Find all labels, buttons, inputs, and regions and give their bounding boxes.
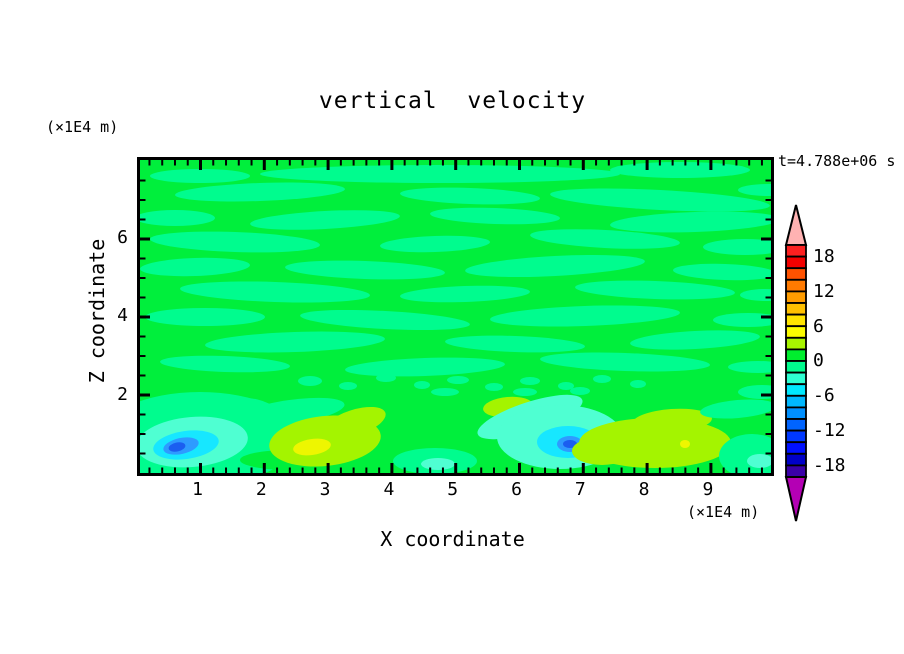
contour-region	[513, 388, 537, 396]
x-axis-unit-label: (×1E4 m)	[687, 503, 759, 521]
y-tick-label: 6	[100, 227, 128, 248]
colorbar-tick-label: 12	[813, 281, 835, 302]
contour-region	[145, 308, 265, 326]
colorbar-segment	[786, 268, 806, 280]
colorbar-segment	[786, 303, 806, 315]
colorbar-segment	[786, 465, 806, 477]
contour-region	[558, 382, 574, 390]
colorbar-segment	[786, 315, 806, 327]
chart-title: vertical velocity	[137, 88, 768, 114]
contour-region	[593, 375, 611, 383]
x-tick-label: 7	[575, 479, 586, 500]
colorbar-segment	[786, 419, 806, 431]
x-tick-label: 1	[192, 479, 203, 500]
contour-region	[447, 376, 469, 384]
contour-region	[421, 458, 455, 470]
contour-region	[630, 380, 646, 388]
x-tick-label: 8	[639, 479, 650, 500]
contour-region	[339, 382, 357, 390]
page: { "title": "vertical velocity", "annotat…	[0, 0, 904, 654]
x-tick-label: 5	[447, 479, 458, 500]
contour-region	[260, 165, 620, 183]
x-tick-label: 9	[702, 479, 713, 500]
colorbar-segment	[786, 257, 806, 269]
colorbar-down-arrow	[786, 477, 806, 521]
contour-region	[376, 374, 396, 382]
colorbar-tick-label: 6	[813, 316, 824, 337]
colorbar-segment	[786, 396, 806, 408]
contour-region	[570, 387, 590, 395]
colorbar-tick-label: 18	[813, 246, 835, 267]
x-tick-label: 4	[383, 479, 394, 500]
colorbar-segment	[786, 245, 806, 257]
colorbar-segment	[786, 349, 806, 361]
colorbar-tick-label: -6	[813, 385, 835, 406]
contour-field	[140, 160, 771, 473]
contour-region	[485, 383, 503, 391]
x-tick-label: 3	[320, 479, 331, 500]
colorbar-segment	[786, 442, 806, 454]
colorbar	[770, 190, 890, 540]
contour-region	[431, 388, 459, 396]
colorbar-segment	[786, 361, 806, 373]
x-tick-label: 6	[511, 479, 522, 500]
x-tick-label: 2	[256, 479, 267, 500]
colorbar-segment	[786, 373, 806, 385]
contour-region	[610, 162, 750, 178]
colorbar-segment	[786, 326, 806, 338]
colorbar-segment	[786, 431, 806, 443]
colorbar-tick-label: -12	[813, 420, 846, 441]
colorbar-segment	[786, 384, 806, 396]
contour-region	[298, 376, 322, 386]
colorbar-tick-label: -18	[813, 455, 846, 476]
colorbar-segment	[786, 291, 806, 303]
contour-region	[520, 377, 540, 385]
contour-region	[680, 440, 690, 448]
y-tick-label: 4	[100, 305, 128, 326]
contour-region	[414, 381, 430, 389]
time-annotation: t=4.788e+06 s	[778, 152, 895, 170]
colorbar-tick-label: 0	[813, 350, 824, 371]
colorbar-segment	[786, 454, 806, 466]
colorbar-segment	[786, 338, 806, 350]
colorbar-segment	[786, 407, 806, 419]
y-axis-unit-label: (×1E4 m)	[46, 118, 118, 136]
y-tick-label: 2	[100, 384, 128, 405]
contour-region	[572, 437, 632, 465]
colorbar-up-arrow	[786, 205, 806, 245]
x-axis-title: X coordinate	[137, 527, 768, 551]
plot-frame	[137, 157, 774, 476]
colorbar-segment	[786, 280, 806, 292]
contour-region	[150, 169, 250, 183]
